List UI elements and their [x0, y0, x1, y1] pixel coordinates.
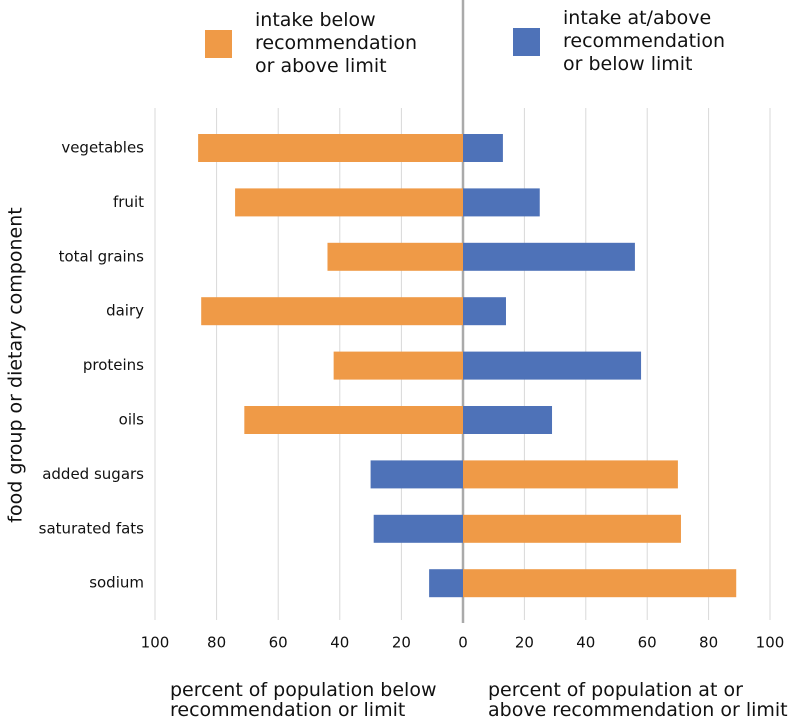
x-tick-label: 100 — [141, 634, 170, 652]
category-label: fruit — [113, 193, 144, 211]
bar — [373, 514, 463, 543]
x-tick-label: 80 — [699, 634, 718, 652]
bar — [463, 242, 635, 271]
bar — [198, 134, 463, 162]
bar — [333, 351, 463, 380]
bar — [327, 242, 463, 271]
category-label: sodium — [89, 574, 144, 592]
x-tick-label: 40 — [330, 634, 349, 652]
bar — [463, 460, 678, 489]
bar — [463, 569, 737, 598]
category-label: proteins — [83, 356, 144, 374]
category-label: saturated fats — [39, 519, 145, 537]
x-tick-label: 0 — [458, 634, 468, 652]
category-label: total grains — [59, 247, 145, 265]
x-axis-label: percent of population below recommendati… — [170, 679, 437, 717]
bar — [463, 351, 642, 380]
x-tick-label: 20 — [515, 634, 534, 652]
x-tick-label: 20 — [392, 634, 411, 652]
bar — [463, 188, 540, 217]
bar — [244, 406, 463, 434]
x-tick-label: 100 — [756, 634, 785, 652]
legend-swatch — [205, 30, 232, 58]
x-axis-label: percent of population at or above recomm… — [488, 679, 788, 717]
x-tick-label: 80 — [207, 634, 226, 652]
x-tick-label: 60 — [638, 634, 657, 652]
legend-label: intake below recommendation or above lim… — [255, 9, 418, 77]
bar — [463, 514, 681, 543]
bar — [370, 460, 463, 489]
category-label: oils — [119, 411, 145, 429]
bar — [463, 134, 503, 162]
category-label: added sugars — [42, 465, 144, 483]
legend-swatch — [513, 28, 540, 56]
bar — [235, 188, 463, 217]
category-label: dairy — [106, 302, 144, 320]
x-tick-label: 60 — [269, 634, 288, 652]
y-axis-label: food group or dietary component — [5, 207, 27, 522]
legend-label: intake at/above recommendation or below … — [563, 7, 726, 75]
bar — [201, 297, 463, 326]
bar — [429, 569, 463, 598]
bar — [463, 406, 553, 434]
bar — [463, 297, 506, 326]
x-tick-label: 40 — [576, 634, 595, 652]
category-label: vegetables — [61, 139, 144, 157]
